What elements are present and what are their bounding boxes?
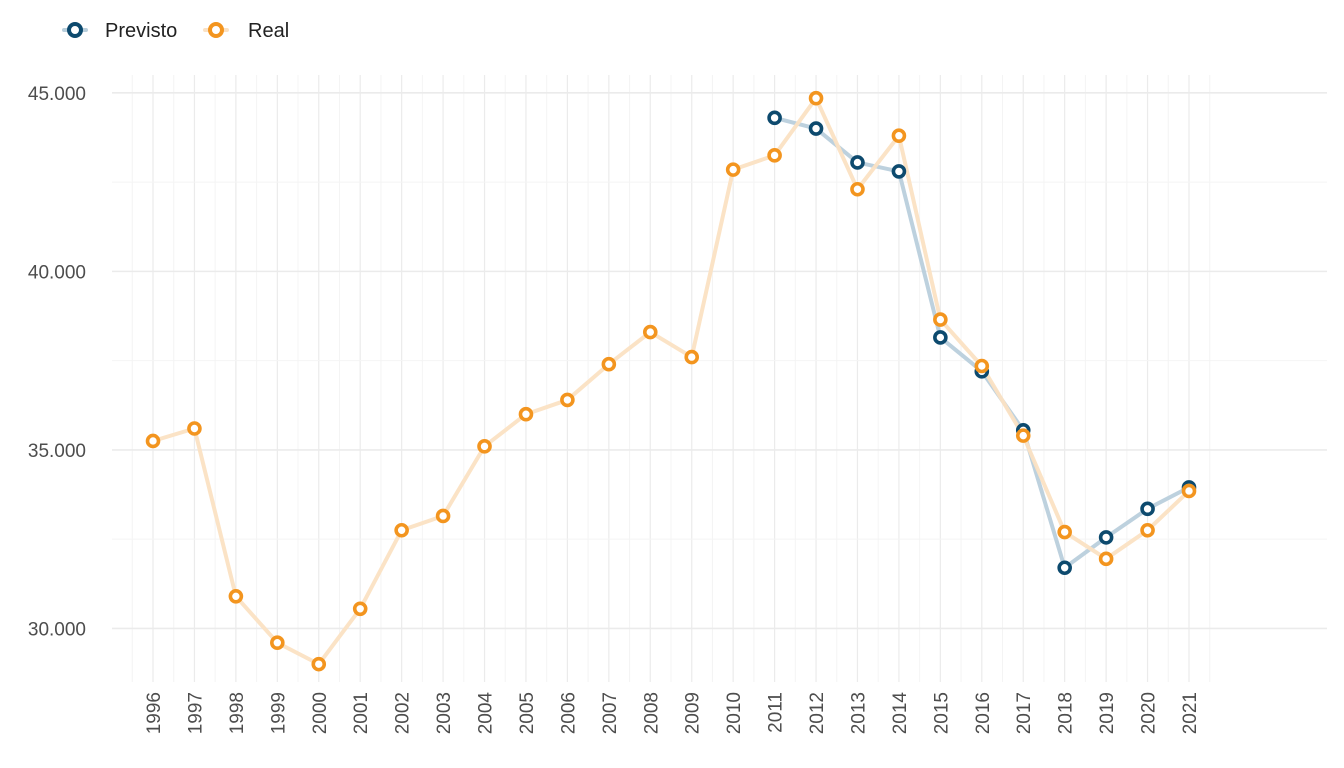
data-point-real-2003[interactable] [435, 508, 451, 524]
data-point-real-2004[interactable] [477, 439, 492, 454]
x-tick-label: 2020 [1139, 692, 1160, 734]
y-tick-label: 30.000 [28, 619, 86, 640]
data-point-real-2020[interactable] [1140, 522, 1155, 538]
x-tick-label: 2007 [600, 692, 621, 734]
x-tick-label: 2011 [766, 692, 787, 733]
data-point-real-1998[interactable] [228, 589, 244, 604]
x-tick-label: 2006 [558, 692, 579, 734]
x-axis-tick-labels: 1996 1997 1998 1999 2000 2001 2002 2003 2004 2005… [144, 692, 1201, 735]
data-point-real-2000[interactable] [311, 656, 327, 672]
data-point-real-2016[interactable] [974, 358, 990, 374]
data-point-previsto-2020[interactable] [1140, 501, 1155, 517]
grid [112, 75, 1327, 682]
data-point-previsto-2018[interactable] [1057, 560, 1072, 576]
x-tick-label: 2010 [724, 692, 745, 734]
data-point-real-2014[interactable] [891, 128, 907, 143]
data-point-real-1996[interactable] [145, 433, 161, 449]
x-tick-label: 1996 [144, 692, 165, 734]
x-tick-label: 2017 [1014, 692, 1035, 734]
data-point-real-2008[interactable] [642, 324, 658, 340]
x-tick-label: 2013 [848, 692, 869, 734]
x-tick-label: 2008 [641, 692, 662, 734]
x-tick-label: 2003 [434, 692, 455, 734]
data-point-previsto-2012[interactable] [808, 121, 824, 136]
data-point-real-2001[interactable] [352, 601, 368, 617]
data-point-real-2010[interactable] [725, 162, 741, 177]
x-tick-label: 1998 [227, 692, 248, 734]
x-tick-label: 2001 [351, 692, 372, 734]
legend-marker-previsto [67, 22, 83, 38]
x-tick-label: 2012 [807, 692, 828, 734]
data-point-real-2013[interactable] [850, 181, 865, 197]
data-point-real-2009[interactable] [684, 349, 700, 365]
data-point-real-2015[interactable] [933, 312, 948, 327]
x-tick-label: 2004 [476, 692, 497, 735]
x-tick-label: 2016 [973, 692, 994, 734]
data-point-real-2005[interactable] [518, 406, 534, 422]
x-tick-label: 2019 [1097, 692, 1118, 734]
data-point-real-2002[interactable] [394, 522, 409, 538]
data-point-previsto-2013[interactable] [850, 155, 865, 170]
data-point-previsto-2019[interactable] [1098, 530, 1114, 545]
data-point-previsto-2014[interactable] [891, 164, 907, 179]
y-axis-tick-labels: 30.000 35.000 40.000 45.000 [28, 84, 86, 641]
legend-item-previsto[interactable]: Previsto [62, 20, 177, 42]
data-point-real-2018[interactable] [1057, 524, 1072, 540]
x-tick-label: 2000 [310, 692, 331, 734]
data-point-real-2007[interactable] [601, 356, 617, 372]
x-tick-label: 1999 [268, 692, 289, 734]
series-line-real [151, 96, 1191, 667]
x-tick-label: 2009 [683, 692, 704, 734]
data-point-real-2021[interactable] [1181, 483, 1197, 499]
legend-item-real[interactable]: Real [203, 20, 289, 42]
y-tick-label: 35.000 [28, 441, 86, 462]
data-point-previsto-2015[interactable] [933, 330, 948, 345]
x-tick-label: 2014 [890, 692, 911, 735]
data-point-real-1999[interactable] [270, 635, 285, 651]
x-tick-label: 2005 [517, 692, 538, 734]
legend-label-real: Real [248, 20, 289, 42]
x-tick-label: 2018 [1056, 692, 1077, 734]
data-point-real-2017[interactable] [1015, 428, 1031, 443]
data-point-real-2012[interactable] [808, 90, 824, 106]
data-point-real-2006[interactable] [560, 392, 575, 408]
series-points [145, 90, 1197, 672]
data-point-real-1997[interactable] [187, 421, 202, 436]
x-tick-label: 1997 [185, 692, 206, 734]
data-point-real-2011[interactable] [767, 148, 782, 163]
legend: Previsto Real [62, 20, 289, 42]
data-point-previsto-2011[interactable] [767, 110, 782, 126]
legend-marker-real [208, 22, 224, 38]
x-tick-label: 2002 [393, 692, 414, 734]
x-tick-label: 2021 [1180, 692, 1201, 734]
y-tick-label: 45.000 [28, 84, 86, 105]
y-tick-label: 40.000 [28, 262, 86, 283]
legend-label-previsto: Previsto [105, 20, 177, 42]
data-point-real-2019[interactable] [1098, 551, 1114, 567]
x-tick-label: 2015 [931, 692, 952, 734]
